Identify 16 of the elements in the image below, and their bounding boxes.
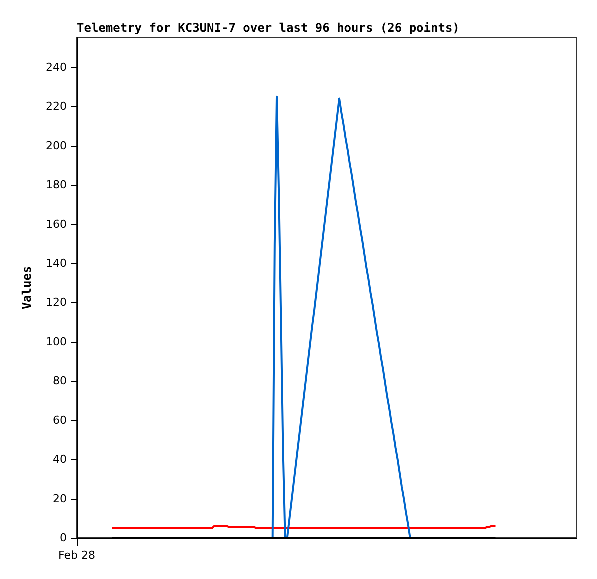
chart-title: Telemetry for KC3UNI-7 over last 96 hours (26 points) <box>77 21 460 35</box>
y-tick-label: 140 <box>46 256 67 270</box>
y-tick-label: 20 <box>53 492 67 506</box>
y-tick-label: 160 <box>46 218 67 231</box>
y-tick-label: 80 <box>53 374 67 388</box>
x-tick-label: Feb 28 <box>58 549 96 562</box>
y-tick-label: 40 <box>53 453 67 466</box>
y-tick-label: 60 <box>53 414 67 427</box>
y-tick-label: 240 <box>46 60 67 74</box>
y-tick-label: 220 <box>46 100 67 114</box>
y-axis-title: Values <box>20 266 34 310</box>
y-tick-label: 100 <box>46 335 67 348</box>
y-tick-label: 0 <box>60 532 67 544</box>
y-tick-label: 180 <box>46 178 67 192</box>
y-tick-label: 200 <box>46 139 67 152</box>
y-tick-label: 120 <box>46 296 67 310</box>
